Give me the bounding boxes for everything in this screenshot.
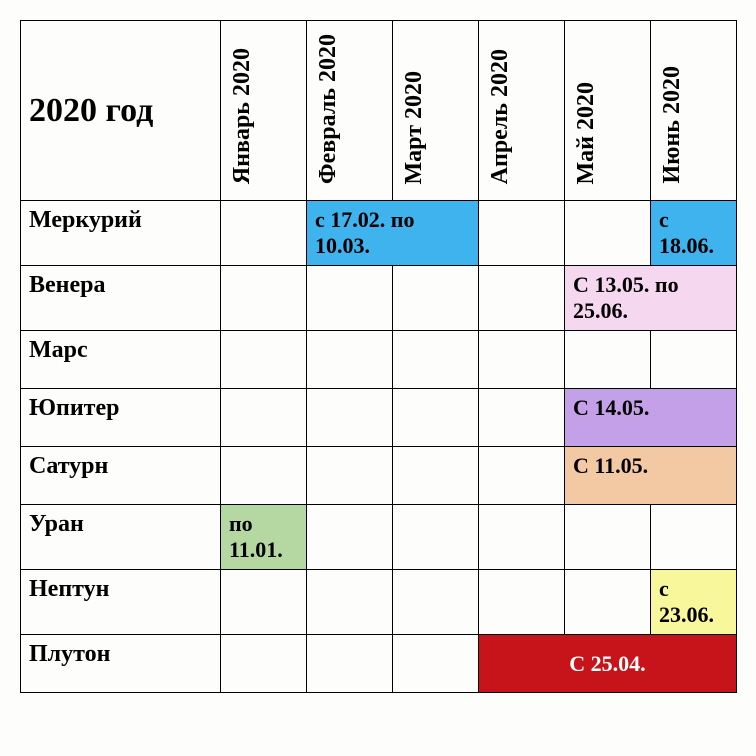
- table-cell: [393, 447, 479, 505]
- calendar-table: 2020 год Январь 2020 Февраль 2020 Март 202…: [20, 20, 737, 693]
- table-cell: [651, 331, 737, 389]
- table-cell: [393, 505, 479, 570]
- table-cell: [479, 570, 565, 635]
- table-cell: [307, 570, 393, 635]
- row-header: Сатурн: [21, 447, 221, 505]
- table-cell: [221, 331, 307, 389]
- table-cell: [479, 266, 565, 331]
- header-row: 2020 год Январь 2020 Февраль 2020 Март 202…: [21, 21, 737, 201]
- table-cell: С 13.05. по 25.06.: [565, 266, 737, 331]
- month-header: Июнь 2020: [651, 21, 737, 201]
- row-header: Нептун: [21, 570, 221, 635]
- table-cell: [221, 266, 307, 331]
- table-cell: [565, 331, 651, 389]
- table-cell: [479, 505, 565, 570]
- table-cell: С 11.05.: [565, 447, 737, 505]
- table-cell: [393, 635, 479, 693]
- table-row: Меркурий с 17.02. по 10.03. с 18.06.: [21, 201, 737, 266]
- table-cell: [221, 201, 307, 266]
- table-cell: С 14.05.: [565, 389, 737, 447]
- month-header: Май 2020: [565, 21, 651, 201]
- table-row: Уранпо 11.01.: [21, 505, 737, 570]
- table-cell: [479, 447, 565, 505]
- table-cell: [221, 389, 307, 447]
- table-cell: [393, 389, 479, 447]
- row-header: Марс: [21, 331, 221, 389]
- table-cell: [307, 266, 393, 331]
- table-cell: с 17.02. по 10.03.: [307, 201, 479, 266]
- table-cell: [393, 570, 479, 635]
- month-header: Апрель 2020: [479, 21, 565, 201]
- month-label: Июнь 2020: [659, 66, 686, 184]
- table-cell: [479, 201, 565, 266]
- table-row: Сатурн С 11.05.: [21, 447, 737, 505]
- table-row: Юпитер С 14.05.: [21, 389, 737, 447]
- table-row: Марс: [21, 331, 737, 389]
- row-header: Меркурий: [21, 201, 221, 266]
- table-cell: [565, 201, 651, 266]
- table-body: Меркурийс 17.02. по 10.03.с 18.06.Венера…: [21, 201, 737, 693]
- table-row: Плутон С 25.04.: [21, 635, 737, 693]
- table-cell: [307, 447, 393, 505]
- table-row: Нептун с 23.06.: [21, 570, 737, 635]
- month-header: Февраль 2020: [307, 21, 393, 201]
- table-cell: [307, 635, 393, 693]
- table-cell: с 18.06.: [651, 201, 737, 266]
- table-cell: [307, 389, 393, 447]
- table-cell: с 23.06.: [651, 570, 737, 635]
- table-title: 2020 год: [29, 92, 153, 129]
- row-header: Уран: [21, 505, 221, 570]
- table-cell: С 25.04.: [479, 635, 737, 693]
- table-cell: [565, 505, 651, 570]
- table-cell: [393, 266, 479, 331]
- table-cell: [307, 505, 393, 570]
- table-cell: [307, 331, 393, 389]
- month-label: Январь 2020: [229, 48, 256, 184]
- month-header: Март 2020: [393, 21, 479, 201]
- table-cell: [221, 447, 307, 505]
- row-header: Венера: [21, 266, 221, 331]
- table-row: Венера С 13.05. по 25.06.: [21, 266, 737, 331]
- table-cell: [393, 331, 479, 389]
- title-cell: 2020 год: [21, 21, 221, 201]
- month-label: Апрель 2020: [487, 49, 514, 184]
- month-header: Январь 2020: [221, 21, 307, 201]
- table-cell: [479, 389, 565, 447]
- month-label: Март 2020: [401, 71, 428, 184]
- month-label: Май 2020: [573, 82, 600, 184]
- table-cell: [565, 570, 651, 635]
- table-cell: [221, 570, 307, 635]
- row-header: Плутон: [21, 635, 221, 693]
- month-label: Февраль 2020: [315, 34, 342, 184]
- table-cell: [221, 635, 307, 693]
- row-header: Юпитер: [21, 389, 221, 447]
- table-cell: [479, 331, 565, 389]
- table-cell: по 11.01.: [221, 505, 307, 570]
- table-cell: [651, 505, 737, 570]
- table-container: 2020 год Январь 2020 Февраль 2020 Март 202…: [0, 0, 756, 713]
